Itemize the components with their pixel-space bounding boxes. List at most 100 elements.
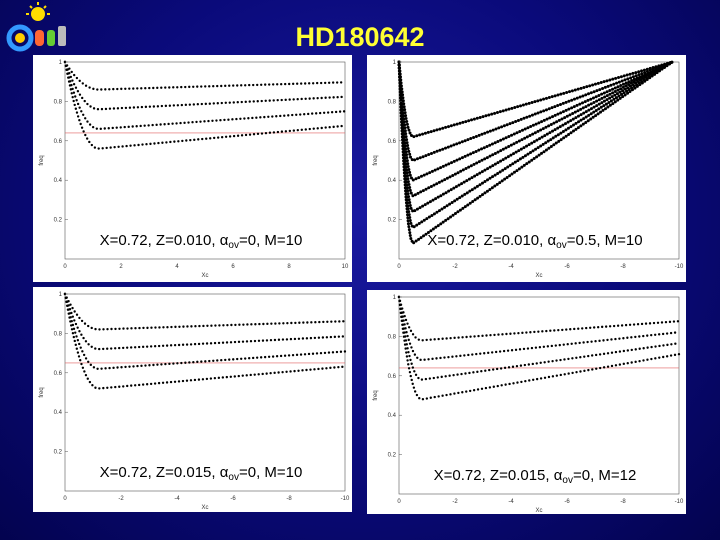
plot-frame (398, 61, 680, 260)
x-tick-label: -6 (230, 496, 236, 502)
x-tick-label: 0 (63, 496, 67, 502)
x-tick-label: -4 (508, 499, 514, 505)
y-tick-label: 0.2 (54, 450, 63, 456)
y-tick-label: 0.4 (54, 178, 63, 184)
x-tick-label: -6 (564, 264, 570, 270)
caption: X=0.72, Z=0.010, αov=0, M=10 (100, 232, 303, 251)
plot-frame (64, 293, 346, 492)
y-tick-label: 0.8 (388, 334, 397, 340)
curve (397, 60, 674, 139)
plot-frame (398, 296, 680, 495)
x-tick-label: -2 (118, 496, 124, 502)
curve (397, 60, 674, 198)
y-tick-label: 0.4 (388, 413, 397, 419)
caption-symbol: α (220, 232, 229, 249)
x-tick-label: 10 (342, 264, 349, 270)
plot: 0.2 0.4 0.6 0.8 1 0 -2 -4 -6 -8 -10 Xc freq X=0.72, Z… (373, 60, 684, 279)
caption-text: =0, M=12 (573, 467, 636, 484)
curve (397, 60, 674, 230)
x-tick-label: -8 (286, 496, 292, 502)
curve (397, 60, 674, 163)
y-tick-label: 1 (59, 292, 63, 298)
x-tick-label: -2 (452, 499, 458, 505)
x-tick-label: 0 (63, 264, 67, 270)
caption-text: X=0.72, Z=0.015, (434, 467, 554, 484)
x-tick-label: 4 (175, 264, 179, 270)
caption-text: =0, M=10 (239, 232, 302, 249)
x-tick-label: -10 (341, 496, 350, 502)
caption-subscript: ov (228, 472, 239, 483)
y-tick-label: 0.8 (54, 331, 63, 337)
logo (6, 2, 66, 52)
caption: X=0.72, Z=0.015, αov=0, M=10 (100, 464, 303, 483)
x-tick-label: 0 (397, 264, 401, 270)
x-tick-label: 6 (231, 264, 235, 270)
x-tick-label: -4 (174, 496, 180, 502)
caption-symbol: α (220, 464, 229, 481)
x-tick-label: 8 (287, 264, 291, 270)
x-axis-label: Xc (535, 508, 542, 514)
curve (397, 295, 681, 342)
x-tick-label: -10 (675, 264, 684, 270)
caption-subscript: ov (562, 475, 573, 486)
x-axis-label: Xc (201, 273, 208, 279)
caption-text: X=0.72, Z=0.010, (427, 232, 547, 249)
y-axis-label: freq (373, 155, 379, 165)
curve (397, 60, 674, 246)
y-tick-label: 0.2 (388, 218, 397, 224)
x-tick-label: -8 (620, 499, 626, 505)
caption-subscript: ov (556, 240, 567, 251)
x-tick-label: -2 (452, 264, 458, 270)
y-axis-label: freq (373, 390, 379, 400)
plot-panel: 0.2 0.4 0.6 0.8 1 0 -2 -4 -6 -8 -10 Xc freq X=0.72, Z… (33, 287, 352, 512)
y-tick-label: 1 (393, 295, 397, 301)
plot: 0.2 0.4 0.6 0.8 1 0 -2 -4 -6 -8 -10 Xc freq X=0.72, Z… (373, 295, 684, 514)
curve (63, 292, 347, 370)
y-tick-label: 0.6 (54, 371, 63, 377)
curve (63, 292, 347, 331)
x-tick-label: -10 (675, 499, 684, 505)
curve (397, 60, 674, 214)
plot-panel: 0.2 0.4 0.6 0.8 1 0 2 4 6 8 10 Xc freq X=0.72, Z=0.01… (33, 55, 352, 282)
plot-frame (64, 61, 346, 260)
caption-symbol: α (547, 232, 556, 249)
curve (63, 60, 347, 131)
plot-panel: 0.2 0.4 0.6 0.8 1 0 -2 -4 -6 -8 -10 Xc freq X=0.72, Z… (367, 55, 686, 282)
x-tick-label: 0 (397, 499, 401, 505)
x-axis-label: Xc (535, 273, 542, 279)
x-tick-label: -8 (620, 264, 626, 270)
caption-symbol: α (554, 467, 563, 484)
y-tick-label: 1 (393, 60, 397, 66)
curve (397, 295, 681, 362)
slide-title: HD180642 (295, 22, 425, 52)
y-axis-label: freq (39, 387, 45, 397)
y-tick-label: 0.6 (388, 139, 397, 145)
curve (63, 60, 347, 150)
curve (63, 60, 347, 91)
y-tick-label: 0.8 (54, 99, 63, 105)
y-tick-label: 0.4 (54, 410, 63, 416)
x-tick-label: -6 (564, 499, 570, 505)
y-tick-label: 0.2 (388, 453, 397, 459)
caption-text: X=0.72, Z=0.010, (100, 232, 220, 249)
y-tick-label: 1 (59, 60, 63, 66)
caption-subscript: ov (228, 240, 239, 251)
caption-text: =0.5, M=10 (567, 232, 643, 249)
curve (397, 295, 681, 381)
curve (63, 292, 347, 390)
y-tick-label: 0.8 (388, 99, 397, 105)
caption-text: X=0.72, Z=0.015, (100, 464, 220, 481)
curve (63, 60, 347, 111)
x-tick-label: 2 (119, 264, 123, 270)
caption: X=0.72, Z=0.015, αov=0, M=12 (434, 467, 637, 486)
y-tick-label: 0.6 (388, 374, 397, 380)
x-axis-label: Xc (201, 505, 208, 511)
plot-panel: 0.2 0.4 0.6 0.8 1 0 -2 -4 -6 -8 -10 Xc freq X=0.72, Z… (367, 290, 686, 514)
y-axis-label: freq (39, 155, 45, 165)
x-tick-label: -4 (508, 264, 514, 270)
curve (397, 295, 681, 401)
y-tick-label: 0.4 (388, 178, 397, 184)
caption-text: =0, M=10 (239, 464, 302, 481)
